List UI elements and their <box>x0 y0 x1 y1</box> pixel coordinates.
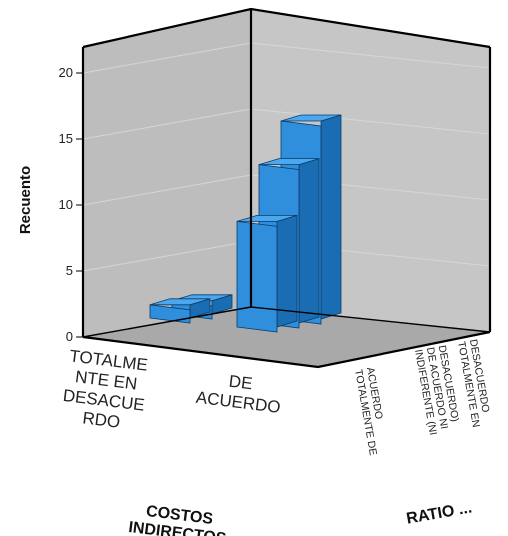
bars <box>149 114 342 333</box>
bar <box>236 214 298 333</box>
z-axis-title: RATIO ... <box>405 499 473 527</box>
floor-back-edge <box>82 306 491 338</box>
bar-front <box>149 304 191 324</box>
bar-top <box>149 298 211 306</box>
x-axis-label: COSTOSINDIRECTOS <box>127 501 229 536</box>
bar-top <box>280 114 342 122</box>
floor-front-edge <box>82 330 491 369</box>
frame <box>81 7 492 369</box>
bar-front <box>236 220 278 333</box>
bar <box>149 298 211 324</box>
y-tick-label: 20 <box>59 65 73 80</box>
y-axis-title: Recuento <box>17 166 34 234</box>
y-axis-label: Recuento <box>17 166 34 234</box>
y-tick-label: 0 <box>66 329 73 344</box>
bar-top <box>258 158 320 166</box>
bar-side <box>298 158 320 324</box>
y-axis-ticks: 0 5 10 15 20 <box>59 65 83 344</box>
bar-side <box>320 114 342 320</box>
y-tick-label: 15 <box>59 131 73 146</box>
y-tick-label: 5 <box>66 263 73 278</box>
x-category-line: DE <box>228 372 254 394</box>
x-category-line: RDO <box>81 408 121 431</box>
x-axis-title: COSTOSINDIRECTOS <box>127 501 229 536</box>
y-tick-label: 10 <box>59 197 73 212</box>
z-axis-label: RATIO ... <box>405 499 473 527</box>
back-wall-left <box>83 9 251 337</box>
x-category-line: ACUERDO <box>195 388 282 417</box>
